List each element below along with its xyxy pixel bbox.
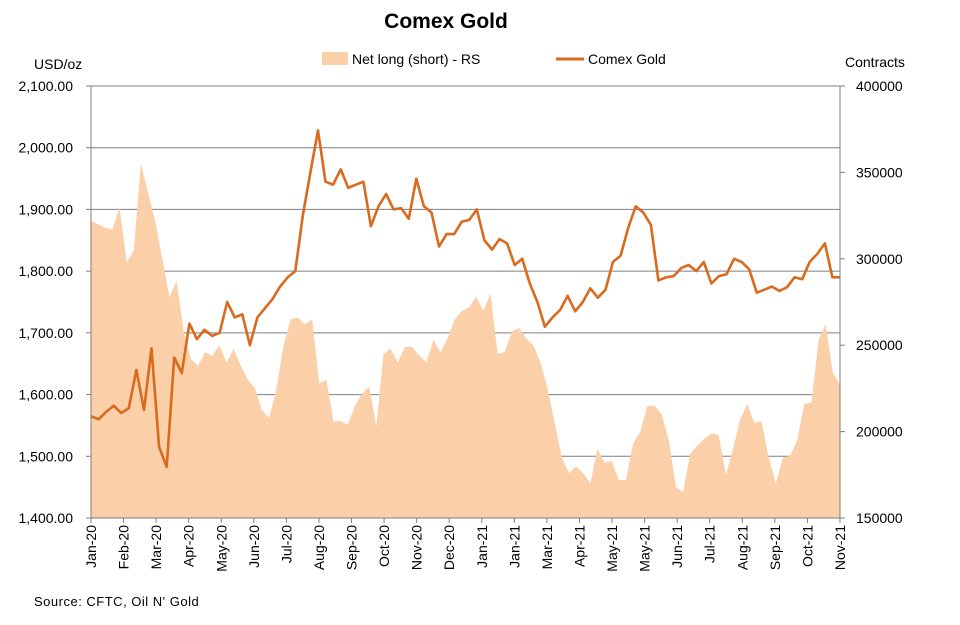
legend-label-comex-gold: Comex Gold bbox=[588, 51, 666, 67]
x-tick-label: Jan-20 bbox=[83, 525, 99, 568]
x-tick-label: Oct-21 bbox=[799, 525, 815, 567]
comex-gold-line bbox=[90, 129, 840, 469]
left-tick-label: 1,600.00 bbox=[19, 387, 74, 403]
x-tick-label: Apr-20 bbox=[181, 525, 197, 567]
plot-border bbox=[90, 85, 841, 519]
comex-gold-line-layer bbox=[90, 129, 840, 469]
right-axis-ticks: 150000 200000 250000 300000 350000 400000 bbox=[840, 78, 903, 526]
left-tick-label: 2,000.00 bbox=[19, 140, 74, 156]
x-tick-label: Mar-20 bbox=[148, 525, 164, 570]
x-tick-label: Jan-21 bbox=[506, 525, 522, 568]
left-tick-label: 1,800.00 bbox=[19, 263, 74, 279]
x-tick-label: Jul-21 bbox=[702, 525, 718, 563]
right-tick-label: 250000 bbox=[856, 337, 903, 353]
x-tick-label: May-21 bbox=[637, 525, 653, 572]
x-tick-label: Jun-20 bbox=[246, 525, 262, 568]
x-tick-label: May-20 bbox=[213, 525, 229, 572]
x-tick-label: Jan-21 bbox=[474, 525, 490, 568]
left-axis-unit: USD/oz bbox=[34, 56, 82, 72]
x-tick-label: Mar-21 bbox=[539, 525, 555, 570]
x-tick-label: Aug-20 bbox=[311, 525, 327, 570]
left-tick-label: 1,400.00 bbox=[19, 510, 74, 526]
chart-title: Comex Gold bbox=[384, 10, 508, 33]
x-tick-label: Oct-20 bbox=[376, 525, 392, 567]
left-tick-label: 1,700.00 bbox=[19, 325, 74, 341]
x-tick-label: Apr-21 bbox=[571, 525, 587, 567]
left-tick-label: 1,500.00 bbox=[19, 448, 74, 464]
x-tick-label: Aug-21 bbox=[734, 525, 750, 570]
legend-label-net-long: Net long (short) - RS bbox=[352, 51, 480, 67]
legend: Net long (short) - RS Comex Gold bbox=[322, 51, 666, 67]
legend-swatch-net-long bbox=[322, 52, 348, 65]
right-tick-label: 300000 bbox=[856, 251, 903, 267]
net-long-area-layer bbox=[91, 163, 840, 519]
right-tick-label: 150000 bbox=[856, 510, 903, 526]
plot-frame bbox=[90, 85, 841, 519]
x-tick-label: Sep-20 bbox=[344, 525, 360, 570]
right-tick-label: 200000 bbox=[856, 424, 903, 440]
source-note: Source: CFTC, Oil N' Gold bbox=[34, 594, 199, 609]
left-tick-label: 1,900.00 bbox=[19, 201, 74, 217]
right-tick-label: 400000 bbox=[856, 78, 903, 94]
x-tick-label: May-21 bbox=[604, 525, 620, 572]
x-tick-label: Jul-20 bbox=[278, 525, 294, 563]
x-axis-ticks: Jan-20 Feb-20 Mar-20 Apr-20 May-20 Jun-20 Jul-… bbox=[83, 518, 848, 572]
x-tick-label: Jun-21 bbox=[669, 525, 685, 568]
left-tick-label: 2,100.00 bbox=[19, 78, 74, 94]
left-axis-ticks: 1,400.00 1,500.00 1,600.00 1,700.00 1,800.00… bbox=[19, 78, 91, 526]
x-tick-label: Feb-20 bbox=[116, 525, 132, 570]
x-tick-label: Nov-20 bbox=[409, 525, 425, 570]
x-tick-label: Nov-21 bbox=[832, 525, 848, 570]
right-tick-label: 350000 bbox=[856, 164, 903, 180]
right-axis-unit: Contracts bbox=[845, 54, 905, 70]
x-tick-label: Dec-20 bbox=[441, 525, 457, 570]
net-long-area bbox=[91, 163, 840, 519]
x-tick-label: Sep-21 bbox=[767, 525, 783, 570]
